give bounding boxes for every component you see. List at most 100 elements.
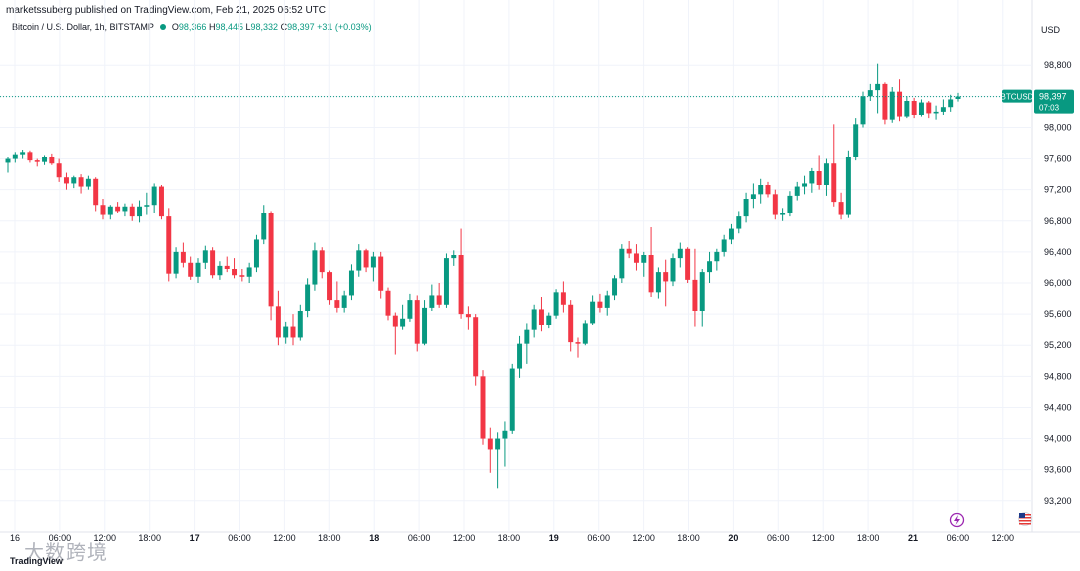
candle-body[interactable]	[889, 91, 895, 120]
candle-body[interactable]	[531, 309, 537, 330]
candle-body[interactable]	[502, 430, 508, 439]
candle-body[interactable]	[12, 154, 18, 159]
candle-body[interactable]	[239, 275, 245, 277]
candle-body[interactable]	[517, 343, 523, 369]
candle-body[interactable]	[882, 83, 888, 120]
candle-body[interactable]	[195, 262, 201, 277]
candle-body[interactable]	[487, 438, 493, 450]
candle-body[interactable]	[107, 206, 113, 215]
candle-body[interactable]	[34, 160, 40, 162]
candle-body[interactable]	[217, 265, 223, 276]
candle-body[interactable]	[495, 438, 501, 450]
candle-body[interactable]	[685, 248, 691, 280]
candle-body[interactable]	[926, 102, 932, 114]
candle-body[interactable]	[721, 239, 727, 252]
candle-body[interactable]	[714, 251, 720, 262]
candle-body[interactable]	[750, 194, 756, 199]
candle-body[interactable]	[546, 315, 552, 325]
candle-body[interactable]	[655, 272, 661, 293]
candle-body[interactable]	[451, 255, 457, 259]
candle-body[interactable]	[480, 376, 486, 439]
candle-body[interactable]	[49, 157, 55, 164]
candle-body[interactable]	[809, 171, 815, 184]
candle-body[interactable]	[692, 279, 698, 311]
candle-body[interactable]	[210, 250, 216, 276]
candle-body[interactable]	[166, 216, 172, 274]
candle-body[interactable]	[312, 250, 318, 285]
candle-body[interactable]	[509, 368, 515, 431]
candle-body[interactable]	[42, 157, 48, 162]
candle-body[interactable]	[202, 250, 208, 263]
candle-body[interactable]	[597, 301, 603, 308]
candle-body[interactable]	[707, 261, 713, 273]
candle-body[interactable]	[56, 163, 62, 178]
candle-body[interactable]	[5, 158, 11, 163]
candle-body[interactable]	[158, 186, 164, 217]
candle-body[interactable]	[458, 255, 464, 315]
candle-body[interactable]	[290, 326, 296, 338]
candle-body[interactable]	[604, 295, 610, 308]
candle-body[interactable]	[758, 185, 764, 195]
candle-body[interactable]	[626, 248, 632, 254]
candle-body[interactable]	[780, 213, 786, 215]
candle-body[interactable]	[553, 292, 559, 316]
candle-body[interactable]	[823, 163, 829, 185]
candle-body[interactable]	[955, 96, 961, 99]
candle-body[interactable]	[334, 300, 340, 308]
candle-body[interactable]	[137, 206, 143, 217]
candle-body[interactable]	[188, 262, 194, 277]
candle-body[interactable]	[115, 206, 121, 212]
candle-body[interactable]	[802, 183, 808, 187]
candle-body[interactable]	[363, 250, 369, 268]
candle-body[interactable]	[918, 102, 924, 115]
candle-body[interactable]	[63, 177, 69, 184]
candle-body[interactable]	[71, 177, 77, 184]
candle-body[interactable]	[787, 195, 793, 213]
candle-body[interactable]	[772, 194, 778, 215]
candle-body[interactable]	[283, 326, 289, 338]
lightning-icon[interactable]	[949, 512, 965, 528]
candle-body[interactable]	[422, 307, 428, 344]
candle-body[interactable]	[20, 152, 26, 155]
candle-body[interactable]	[699, 272, 705, 311]
candle-body[interactable]	[319, 250, 325, 273]
candle-body[interactable]	[173, 251, 179, 274]
candle-body[interactable]	[378, 256, 384, 291]
candle-body[interactable]	[180, 251, 186, 263]
candle-body[interactable]	[356, 250, 362, 271]
candle-body[interactable]	[867, 90, 873, 97]
candle-body[interactable]	[370, 256, 376, 268]
candle-body[interactable]	[232, 269, 238, 276]
candle-body[interactable]	[524, 329, 530, 344]
candle-body[interactable]	[619, 248, 625, 279]
candle-body[interactable]	[538, 309, 544, 325]
candle-body[interactable]	[93, 178, 99, 206]
candle-body[interactable]	[392, 315, 398, 327]
candle-body[interactable]	[151, 186, 157, 206]
candle-body[interactable]	[429, 295, 435, 308]
candle-body[interactable]	[568, 304, 574, 343]
candle-body[interactable]	[253, 239, 259, 268]
candle-body[interactable]	[670, 258, 676, 282]
candle-body[interactable]	[765, 185, 771, 195]
candle-body[interactable]	[860, 96, 866, 125]
candle-body[interactable]	[853, 124, 859, 157]
candle-body[interactable]	[911, 101, 917, 115]
candle-body[interactable]	[100, 205, 106, 215]
candle-body[interactable]	[122, 206, 128, 212]
candle-body[interactable]	[897, 91, 903, 117]
candle-body[interactable]	[224, 265, 230, 269]
candle-body[interactable]	[465, 314, 471, 318]
candle-body[interactable]	[641, 255, 647, 263]
symbol-name[interactable]: Bitcoin / U.S. Dollar, 1h, BITSTAMP	[12, 22, 154, 32]
candle-body[interactable]	[831, 163, 837, 203]
candle-body[interactable]	[144, 205, 150, 207]
candle-body[interactable]	[443, 258, 449, 305]
candle-body[interactable]	[794, 186, 800, 196]
candle-body[interactable]	[677, 248, 683, 259]
candle-body[interactable]	[327, 272, 333, 301]
candle-body[interactable]	[385, 290, 391, 316]
candle-body[interactable]	[633, 253, 639, 263]
candle-body[interactable]	[246, 267, 252, 277]
